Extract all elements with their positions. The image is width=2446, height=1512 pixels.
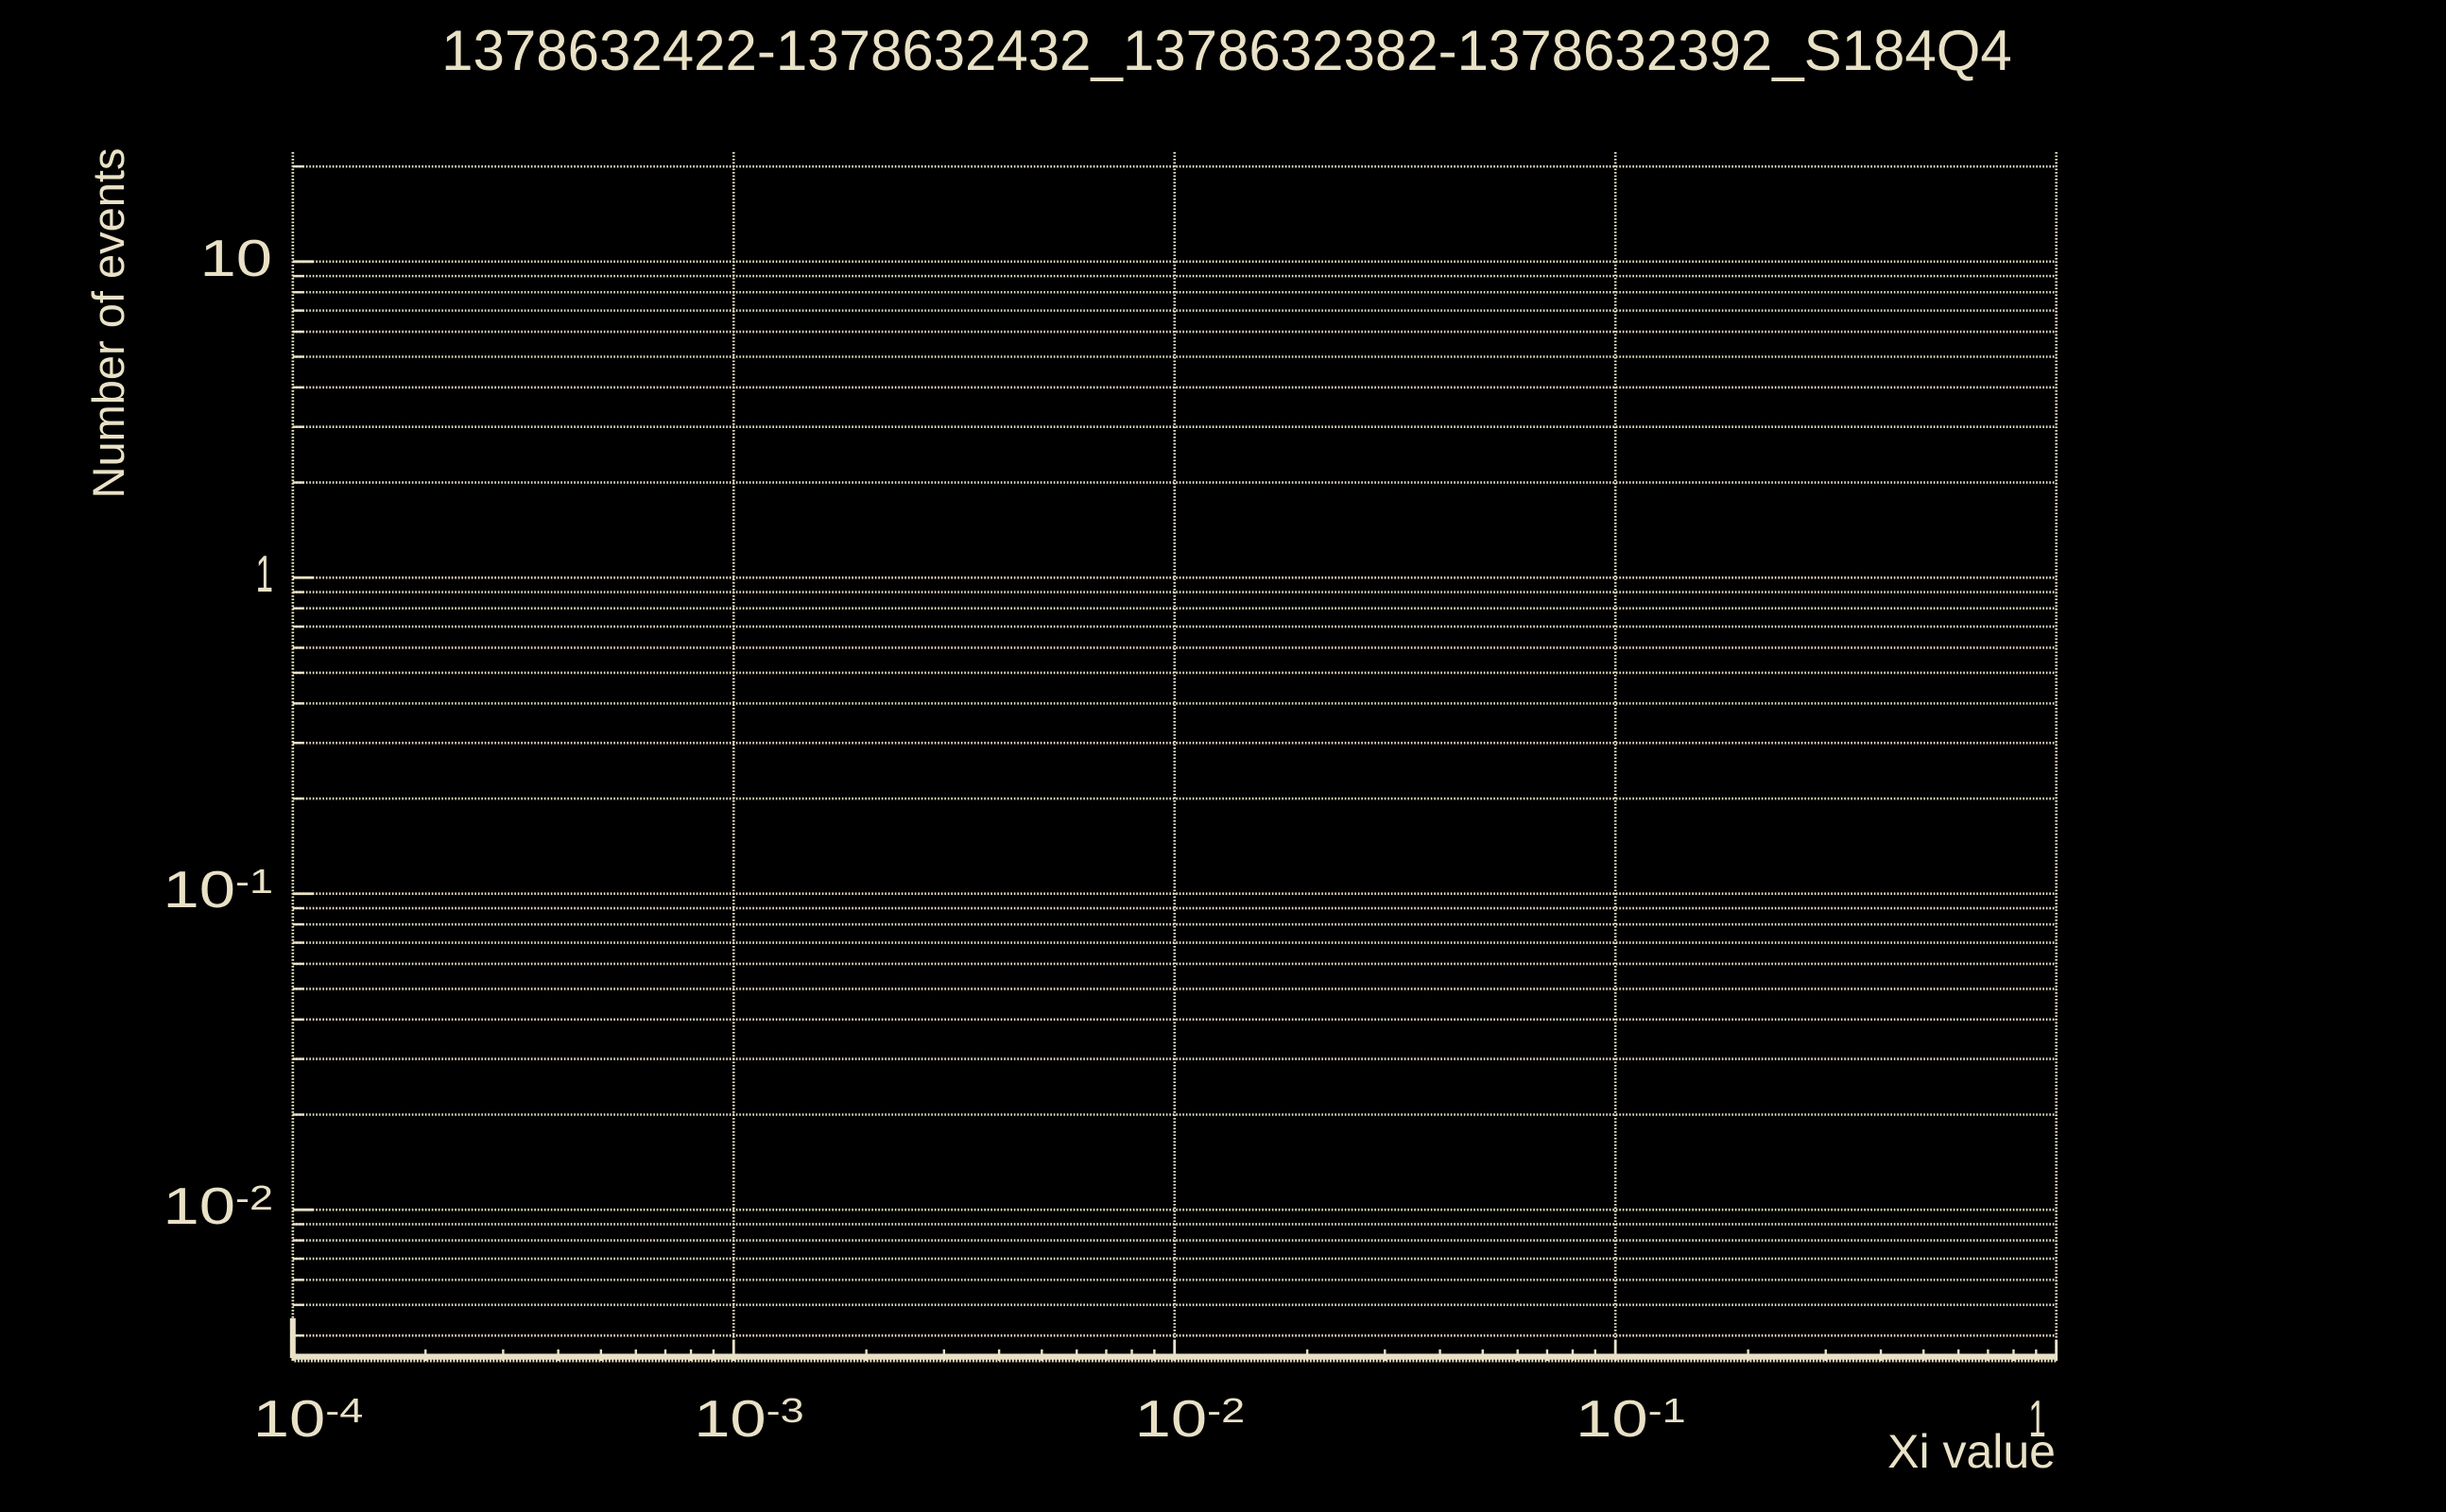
svg-text:1378632422-1378632432_13786323: 1378632422-1378632432_1378632382-1378632… <box>441 19 2012 82</box>
svg-text:1: 1 <box>256 544 273 603</box>
svg-text:1: 1 <box>2028 1389 2045 1448</box>
svg-text:Number of events: Number of events <box>83 148 133 499</box>
svg-text:10: 10 <box>200 230 272 287</box>
